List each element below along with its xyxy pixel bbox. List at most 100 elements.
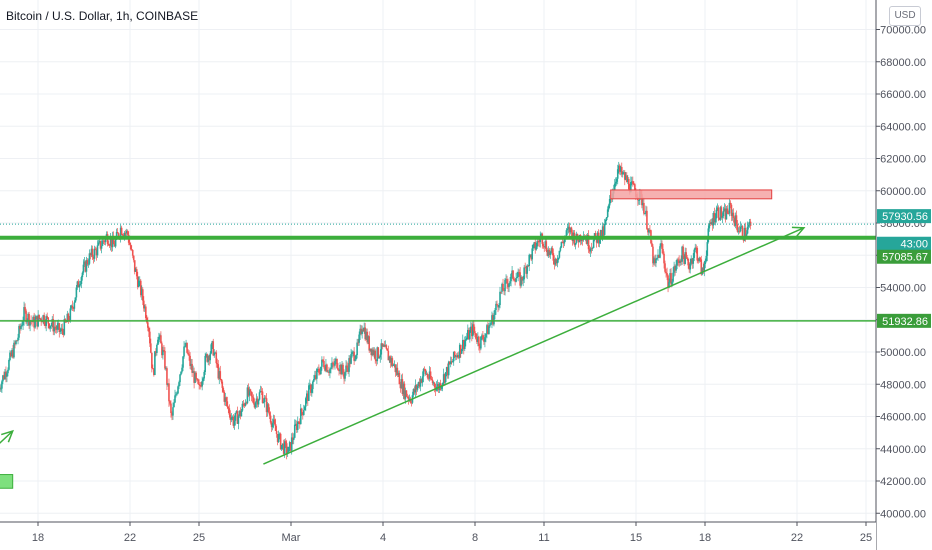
candle-body — [442, 374, 445, 384]
candle-body — [712, 213, 715, 226]
candle-body — [171, 413, 173, 416]
candle-body — [318, 369, 320, 373]
candle-body — [486, 325, 488, 334]
candle-body — [453, 351, 456, 357]
candle-body — [354, 359, 356, 361]
candle-body — [466, 337, 468, 340]
candle-body — [724, 208, 727, 220]
candle-body — [296, 421, 299, 430]
candle-body — [176, 393, 178, 395]
candle-body — [734, 215, 737, 226]
candle-body — [624, 175, 627, 180]
candle-body — [681, 246, 683, 262]
candle-body — [463, 341, 466, 349]
candle-body — [426, 374, 429, 378]
candle-body — [485, 333, 487, 338]
candle-body — [7, 369, 9, 374]
candle-body — [619, 166, 622, 172]
candle-body — [241, 403, 244, 411]
candle-body — [240, 410, 243, 417]
candle-body — [192, 371, 194, 373]
candle-body — [600, 230, 603, 238]
candle-body — [238, 410, 241, 417]
candle-body — [551, 248, 554, 254]
candle-body — [708, 223, 711, 229]
candle-body — [5, 371, 7, 377]
candle-body — [21, 325, 23, 326]
candle-body — [124, 232, 127, 234]
candle-body — [731, 212, 734, 217]
candle-body — [148, 327, 150, 332]
candle-body — [84, 261, 87, 272]
candle-body — [147, 322, 149, 328]
candle-body — [277, 434, 280, 442]
y-tick-label: 54000.00 — [880, 283, 926, 295]
candle-body — [270, 422, 273, 428]
candle-body — [203, 372, 205, 379]
candle-body — [236, 411, 239, 424]
candle-body — [23, 307, 25, 321]
candle-body — [368, 336, 370, 351]
candle-body — [10, 352, 12, 357]
candle-body — [234, 412, 237, 421]
candle-body — [81, 272, 84, 278]
candle-body — [390, 358, 393, 363]
candle-body — [162, 350, 164, 356]
candle-body — [732, 212, 735, 219]
candle-body — [269, 415, 272, 423]
candle-body — [160, 335, 162, 344]
candle-body — [614, 181, 617, 184]
lower-support-price-label-text: 51932.86 — [882, 316, 928, 328]
left-arrow-shaft — [0, 430, 14, 444]
currency-button[interactable]: USD — [889, 6, 921, 26]
candle-body — [441, 383, 444, 386]
candle-body — [418, 382, 421, 387]
candle-body — [361, 329, 363, 334]
candle-body — [239, 410, 242, 417]
candle-body — [348, 358, 350, 372]
candle-body — [531, 248, 534, 260]
candle-body — [209, 353, 212, 361]
candle-body — [534, 242, 537, 250]
y-tick-label: 50000.00 — [880, 347, 926, 359]
candle-body — [514, 279, 516, 282]
candle-body — [722, 210, 725, 217]
candle-body — [355, 355, 357, 360]
candle-body — [6, 373, 8, 377]
candle-body — [284, 441, 287, 444]
candle-body — [580, 239, 583, 242]
x-tick-label: 18 — [699, 532, 711, 544]
candle-body — [280, 445, 283, 450]
candle-body — [267, 404, 270, 413]
candle-body — [50, 324, 53, 327]
candle-body — [115, 232, 118, 240]
candle-body — [658, 254, 660, 258]
candle-body — [553, 260, 556, 265]
candle-body — [587, 235, 590, 250]
candle-body — [588, 249, 591, 252]
candle-body — [499, 291, 501, 306]
candle-body — [256, 398, 259, 405]
support-price-label: 57085.67 — [877, 249, 931, 264]
candle-body — [500, 291, 502, 293]
candle-body — [680, 260, 682, 262]
candle-body — [331, 362, 333, 368]
candle-body — [626, 175, 628, 183]
candle-body — [243, 404, 246, 406]
candle-body — [191, 363, 193, 373]
candle-body — [170, 403, 172, 414]
candle-body — [34, 319, 36, 328]
candle-body — [301, 412, 304, 415]
candle-body — [140, 289, 143, 296]
candle-body — [537, 240, 540, 242]
candle-body — [288, 442, 291, 447]
y-tick-label: 42000.00 — [880, 476, 926, 488]
candle-body — [467, 329, 469, 338]
candle-body — [295, 423, 298, 430]
candle-body — [205, 354, 207, 356]
candle-body — [592, 239, 595, 248]
candle-body — [683, 255, 685, 265]
candle-body — [130, 249, 133, 250]
candle-body — [212, 341, 215, 356]
